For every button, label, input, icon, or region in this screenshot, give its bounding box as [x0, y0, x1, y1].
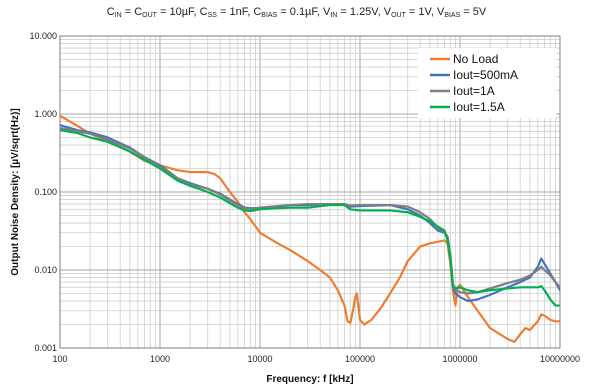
- x-tick-label: 100: [52, 354, 67, 364]
- x-tick-label: 1000000: [442, 354, 477, 364]
- y-tick-label: 10.000: [29, 31, 57, 41]
- chart-title-subscript: OUT: [391, 12, 406, 19]
- series-line-no-load: [60, 114, 560, 343]
- chart-title-part: = 1.25V, V: [337, 6, 392, 18]
- chart-title-subscript: BIAS: [444, 12, 461, 19]
- series-lines: [60, 114, 560, 343]
- y-tick-label: 0.001: [34, 343, 57, 353]
- x-tick-label: 1000: [150, 354, 170, 364]
- legend-entry: No Load: [453, 52, 498, 66]
- chart-title-part: C: [106, 6, 115, 18]
- chart-title: CIN = COUT = 10µF, CSS = 1nF, CBIAS = 0.…: [0, 6, 593, 19]
- chart-title-subscript: IN: [330, 12, 338, 19]
- legend-entry: Iout=500mA: [453, 68, 518, 82]
- chart-title-subscript: OUT: [142, 12, 157, 19]
- y-axis-label: Output Noise Density: [µV/sqrt(Hz)]: [10, 108, 21, 275]
- series-line-iout-1a: [60, 126, 560, 295]
- plot-border: [59, 35, 561, 349]
- y-tick-label: 0.010: [34, 265, 57, 275]
- chart-title-subscript: SS: [207, 12, 217, 19]
- legend-entry: Iout=1.5A: [453, 100, 505, 114]
- y-tick-label: 1.000: [34, 109, 57, 119]
- x-tick-label: 10000: [247, 354, 272, 364]
- x-axis-label: Frequency: f [kHz]: [266, 374, 353, 385]
- series-line-iout-1-5a: [60, 129, 560, 307]
- y-tick-label: 0.100: [34, 187, 57, 197]
- x-tick-label: 10000000: [540, 354, 580, 364]
- legend: No Load Iout=500mA Iout=1A Iout=1.5A: [418, 48, 556, 118]
- chart-title-part: = 0.1µF, V: [277, 6, 331, 18]
- chart-title-part: = 5V: [460, 6, 487, 18]
- chart-title-part: = 1nF, C: [216, 6, 262, 18]
- chart-title-part: = 1V, V: [405, 6, 445, 18]
- chart-title-subscript: BIAS: [261, 12, 278, 19]
- chart-title-part: = 10µF, C: [156, 6, 208, 18]
- x-tick-label: 100000: [345, 354, 375, 364]
- legend-entry: Iout=1A: [453, 84, 495, 98]
- chart-title-part: = C: [121, 6, 143, 18]
- chart-title-subscript: IN: [114, 12, 122, 19]
